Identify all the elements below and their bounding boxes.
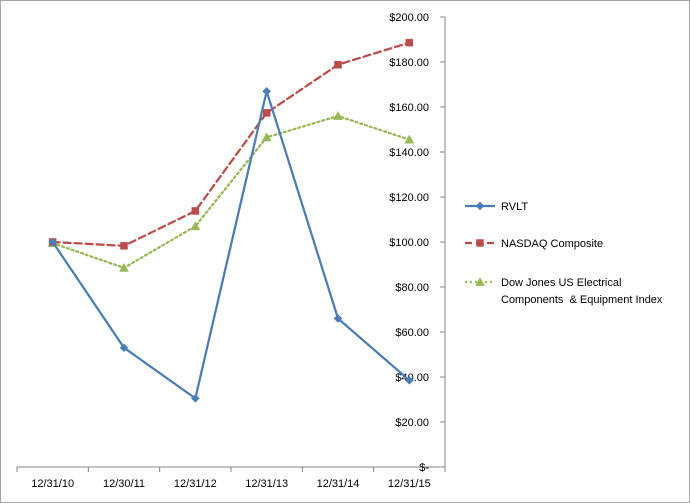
data-point-rvlt xyxy=(404,376,414,385)
y-tick-label: $80.00 xyxy=(395,282,429,294)
data-point-dow-jones-us-electrical-components-equipment-index xyxy=(261,132,272,142)
y-tick-label: $120.00 xyxy=(389,192,429,204)
legend-label: RVLT xyxy=(501,201,528,213)
x-tick-label: 12/31/13 xyxy=(245,478,288,490)
data-point-dow-jones-us-electrical-components-equipment-index xyxy=(333,110,343,120)
y-tick-label: $140.00 xyxy=(389,147,429,159)
y-tick-label: $20.00 xyxy=(395,417,429,429)
y-tick-label: $160.00 xyxy=(389,102,429,114)
legend-marker-nasdaq-composite xyxy=(476,239,484,247)
series-line-dow-jones-us-electrical-components-equipment-index xyxy=(51,114,411,269)
legend-label: Dow Jones US Electrical xyxy=(501,277,621,289)
y-tick-label: $60.00 xyxy=(395,327,429,339)
data-point-nasdaq-composite xyxy=(262,109,271,117)
data-point-rvlt xyxy=(333,314,343,323)
data-point-rvlt xyxy=(48,237,58,247)
y-tick-label: $180.00 xyxy=(389,57,429,69)
data-point-dow-jones-us-electrical-components-equipment-index xyxy=(190,221,201,231)
legend-marker-rvlt xyxy=(475,201,485,211)
y-tick-label: $- xyxy=(419,462,429,474)
x-tick-label: 12/31/10 xyxy=(31,478,74,490)
data-point-nasdaq-composite xyxy=(405,38,414,47)
y-tick-label: $200.00 xyxy=(389,12,429,24)
data-point-dow-jones-us-electrical-components-equipment-index xyxy=(119,262,129,272)
x-tick-label: 12/31/15 xyxy=(388,478,431,490)
data-point-nasdaq-composite xyxy=(120,242,128,250)
legend-label: Components & Equipment Index xyxy=(501,294,663,306)
data-point-nasdaq-composite xyxy=(191,207,200,215)
legend-label: NASDAQ Composite xyxy=(501,238,603,250)
x-tick-label: 12/31/14 xyxy=(317,478,360,490)
series-line-nasdaq-composite xyxy=(51,41,411,247)
data-point-rvlt xyxy=(190,394,200,403)
data-point-rvlt xyxy=(262,86,272,96)
series-line-rvlt xyxy=(51,90,411,400)
data-point-rvlt xyxy=(119,343,129,353)
x-tick-label: 12/31/12 xyxy=(174,478,217,490)
data-point-nasdaq-composite xyxy=(334,60,342,69)
legend-marker-dow-jones-us-electrical-components-equipment-index xyxy=(475,276,485,286)
data-point-dow-jones-us-electrical-components-equipment-index xyxy=(404,134,415,144)
y-tick-label: $100.00 xyxy=(389,237,429,249)
x-tick-label: 12/30/11 xyxy=(103,478,145,490)
